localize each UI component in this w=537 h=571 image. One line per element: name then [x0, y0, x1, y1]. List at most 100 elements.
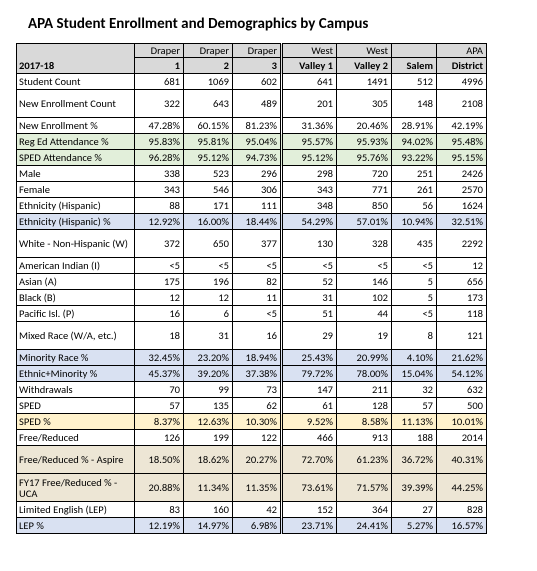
page-title: APA Student Enrollment and Demographics …	[28, 15, 527, 33]
data-cell: 322	[135, 90, 184, 118]
data-cell: 62	[233, 398, 282, 414]
data-cell: 95.57%	[282, 134, 337, 150]
col-header-top: APA	[437, 44, 487, 58]
data-cell: 111	[233, 198, 282, 214]
table-row: Free/Reduced % - Aspire18.50%18.62%20.27…	[17, 446, 487, 474]
data-cell: 512	[392, 74, 437, 90]
data-cell: 28.91%	[392, 118, 437, 134]
data-cell: 19	[337, 322, 392, 350]
data-cell: 641	[282, 74, 337, 90]
data-cell: 12	[135, 290, 184, 306]
row-label: Reg Ed Attendance %	[17, 134, 135, 150]
table-row: Ethnicity (Hispanic) %12.92%16.00%18.44%…	[17, 214, 487, 230]
data-cell: 118	[437, 306, 487, 322]
data-cell: 546	[184, 182, 233, 198]
row-label: New Enrollment Count	[17, 90, 135, 118]
data-cell: <5	[392, 258, 437, 274]
table-row: Asian (A)17519682521465656	[17, 274, 487, 290]
data-cell: 32.51%	[437, 214, 487, 230]
data-cell: 39.39%	[392, 474, 437, 502]
data-cell: 27	[392, 502, 437, 518]
row-label: Withdrawals	[17, 382, 135, 398]
data-cell: 29	[282, 322, 337, 350]
table-body: Student Count681106960264114915124996New…	[17, 74, 487, 534]
data-cell: 95.12%	[282, 150, 337, 166]
data-cell: 171	[184, 198, 233, 214]
data-cell: 12.63%	[184, 414, 233, 430]
table-row: Ethnicity (Hispanic)88171111348850561624	[17, 198, 487, 214]
table-row: Minority Race %32.45%23.20%18.94%25.43%2…	[17, 350, 487, 366]
data-cell: 18.62%	[184, 446, 233, 474]
data-cell: 70	[135, 382, 184, 398]
data-cell: 720	[337, 166, 392, 182]
data-cell: 12	[184, 290, 233, 306]
data-cell: 11.35%	[233, 474, 282, 502]
data-cell: 56	[392, 198, 437, 214]
data-cell: 10.01%	[437, 414, 487, 430]
row-label: Asian (A)	[17, 274, 135, 290]
data-cell: 348	[282, 198, 337, 214]
data-cell: 643	[184, 90, 233, 118]
col-header-top: West	[282, 44, 337, 58]
data-cell: 12.19%	[135, 518, 184, 534]
table-row: SPED57135626112857500	[17, 398, 487, 414]
table-row: Black (B)121211311025173	[17, 290, 487, 306]
col-header-top	[392, 44, 437, 58]
data-cell: <5	[392, 306, 437, 322]
data-cell: 57.01%	[337, 214, 392, 230]
data-cell: 32	[392, 382, 437, 398]
data-cell: 83	[135, 502, 184, 518]
data-cell: 305	[337, 90, 392, 118]
data-cell: 6.98%	[233, 518, 282, 534]
data-cell: 79.72%	[282, 366, 337, 382]
data-cell: 173	[437, 290, 487, 306]
enrollment-table-wrap: Draper Draper Draper West West APA 2017-…	[16, 43, 527, 534]
data-cell: 95.81%	[184, 134, 233, 150]
data-cell: 10.94%	[392, 214, 437, 230]
data-cell: 99	[184, 382, 233, 398]
data-cell: 188	[392, 430, 437, 446]
data-cell: 94.73%	[233, 150, 282, 166]
data-cell: 656	[437, 274, 487, 290]
data-cell: 20.27%	[233, 446, 282, 474]
data-cell: 9.52%	[282, 414, 337, 430]
data-cell: 24.41%	[337, 518, 392, 534]
data-cell: <5	[282, 258, 337, 274]
data-cell: 51	[282, 306, 337, 322]
data-cell: 54.12%	[437, 366, 487, 382]
data-cell: 6	[184, 306, 233, 322]
row-label: Limited English (LEP)	[17, 502, 135, 518]
data-cell: 328	[337, 230, 392, 258]
data-cell: 61.23%	[337, 446, 392, 474]
data-cell: 44	[337, 306, 392, 322]
data-cell: <5	[135, 258, 184, 274]
row-label: White - Non-Hispanic (W)	[17, 230, 135, 258]
data-cell: 23.20%	[184, 350, 233, 366]
row-label: Mixed Race (W/A, etc.)	[17, 322, 135, 350]
data-cell: 306	[233, 182, 282, 198]
data-cell: 1069	[184, 74, 233, 90]
data-cell: 21.62%	[437, 350, 487, 366]
header-row-top: Draper Draper Draper West West APA	[17, 44, 487, 58]
data-cell: 32.45%	[135, 350, 184, 366]
data-cell: 343	[135, 182, 184, 198]
data-cell: 8.37%	[135, 414, 184, 430]
data-cell: 913	[337, 430, 392, 446]
data-cell: 175	[135, 274, 184, 290]
data-cell: 211	[337, 382, 392, 398]
data-cell: 78.00%	[337, 366, 392, 382]
data-cell: 298	[282, 166, 337, 182]
year-cell: 2017-18	[17, 58, 135, 74]
data-cell: 2014	[437, 430, 487, 446]
header-row-bottom: 2017-18 1 2 3 Valley 1 Valley 2 Salem Di…	[17, 58, 487, 74]
row-label: Student Count	[17, 74, 135, 90]
data-cell: 15.04%	[392, 366, 437, 382]
data-cell: 135	[184, 398, 233, 414]
data-cell: 61	[282, 398, 337, 414]
data-cell: 261	[392, 182, 437, 198]
data-cell: 96.28%	[135, 150, 184, 166]
data-cell: 8.58%	[337, 414, 392, 430]
col-header-bot: Valley 2	[337, 58, 392, 74]
table-row: Student Count681106960264114915124996	[17, 74, 487, 90]
data-cell: 95.83%	[135, 134, 184, 150]
